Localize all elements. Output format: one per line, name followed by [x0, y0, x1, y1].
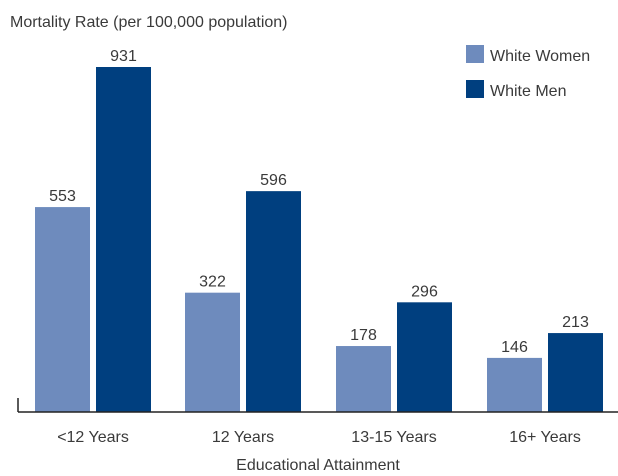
x-tick-label-16-years: 16+ Years [509, 429, 581, 446]
bar-white-women-13-15-years [336, 346, 391, 412]
legend-label-white-women: White Women [490, 48, 590, 65]
x-tick-label-12-years: <12 Years [57, 429, 129, 446]
bar-white-women-16-years [487, 357, 542, 412]
value-label-white-men-16-years: 213 [562, 314, 589, 331]
legend-label-white-men: White Men [490, 83, 566, 100]
bar-white-men-13-15-years [397, 302, 452, 412]
bar-white-men-16-years [548, 333, 603, 412]
y-axis-label: Mortality Rate (per 100,000 population) [10, 14, 288, 31]
legend: White Women White Men [466, 45, 590, 100]
value-label-white-women-13-15-years: 178 [350, 327, 377, 344]
x-axis-label: Educational Attainment [236, 457, 400, 474]
value-label-white-men-12-years: 931 [110, 48, 137, 65]
value-label-white-women-12-years: 553 [49, 188, 76, 205]
x-tick-label-12-years: 12 Years [212, 429, 274, 446]
value-label-white-men-12-years: 596 [260, 172, 287, 189]
value-label-white-men-13-15-years: 296 [411, 283, 438, 300]
bar-white-men-12-years [246, 191, 301, 412]
legend-swatch-white-men [466, 80, 484, 98]
bar-white-men-12-years [96, 67, 151, 412]
x-axis [17, 398, 618, 413]
x-tick-label-13-15-years: 13-15 Years [351, 429, 436, 446]
value-labels-group: 553 931 322 596 178 296 146 213 [49, 48, 589, 356]
value-label-white-women-16-years: 146 [501, 339, 528, 356]
value-label-white-women-12-years: 322 [199, 274, 226, 291]
bars-group [35, 67, 603, 412]
x-tick-labels: <12 Years 12 Years 13-15 Years 16+ Years [57, 429, 581, 446]
legend-swatch-white-women [466, 45, 484, 63]
bar-white-women-12-years [185, 292, 240, 412]
bar-white-women-12-years [35, 207, 90, 412]
